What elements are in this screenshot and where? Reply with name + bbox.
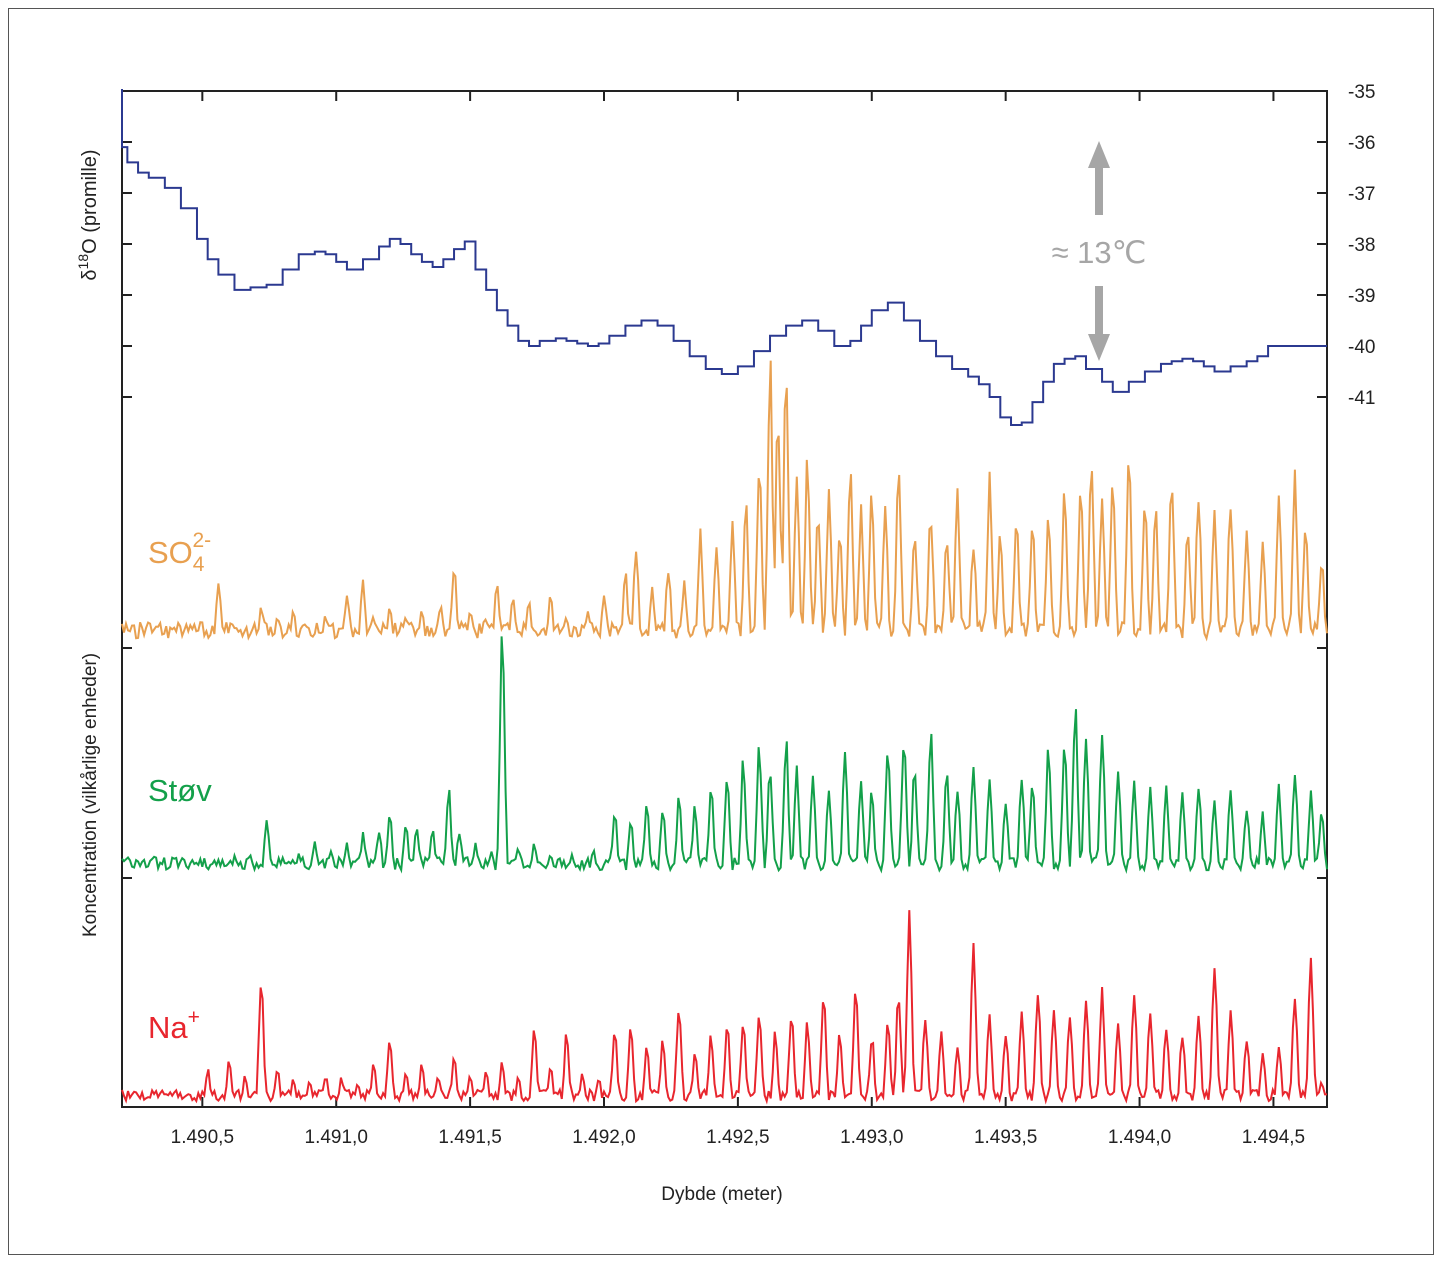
x-tick-label: 1.490,5 [171, 1127, 234, 1148]
delta-tick-label: -36 [1348, 133, 1375, 154]
na-label-sup: + [188, 1006, 200, 1029]
concentration-axis-label: Koncentration (vilkårlige enheder) [80, 653, 101, 937]
delta-axis-label-prefix: δ [79, 269, 101, 280]
arrow-up-icon [1088, 141, 1110, 215]
so4-series-label: SO42- [148, 529, 211, 576]
figure-frame [8, 8, 1434, 1255]
delta-axis-label-sup: 18 [75, 254, 91, 270]
x-tick-label: 1.492,5 [706, 1127, 769, 1148]
delta-tick-label: -38 [1348, 235, 1375, 256]
so4-label-sup: 2- [192, 529, 211, 552]
delta-tick-label: -39 [1348, 286, 1375, 307]
delta18o-line [121, 89, 1327, 427]
dust-line [121, 636, 1328, 875]
dust-series-label: Støv [148, 773, 212, 808]
x-tick-label: 1.493,0 [840, 1127, 903, 1148]
plot-box [121, 90, 1328, 1108]
delta-axis-label: δ18O (promille) [75, 149, 101, 280]
delta-tick-label: -40 [1348, 337, 1375, 358]
temperature-arrows [1088, 141, 1110, 361]
delta-tick-label: -37 [1348, 184, 1375, 205]
delta-axis-label-suffix: O (promille) [79, 149, 101, 253]
x-tick-label: 1.492,0 [572, 1127, 635, 1148]
na-label-main: Na [148, 1010, 188, 1045]
arrow-down-icon [1088, 286, 1110, 361]
na-line [121, 910, 1327, 1105]
x-axis-ticks: 1.490,5 1.491,0 1.491,5 1.492,0 1.492,5 1.493… [171, 91, 1305, 1148]
x-tick-label: 1.494,5 [1242, 1127, 1305, 1148]
plot-border [121, 90, 1328, 1108]
x-tick-label: 1.494,0 [1108, 1127, 1171, 1148]
series-lines [121, 89, 1328, 1105]
temperature-annotation: ≈ 13℃ [1052, 235, 1147, 270]
x-axis-label: Dybde (meter) [661, 1184, 782, 1205]
x-tick-label: 1.491,0 [305, 1127, 368, 1148]
na-series-label: Na+ [148, 1006, 200, 1045]
so4-label-sub: 4 [193, 553, 205, 576]
x-tick-label: 1.493,5 [974, 1127, 1037, 1148]
so4-label-main: SO [148, 535, 193, 570]
delta-tick-label: -35 [1348, 82, 1375, 103]
delta-tick-label: -41 [1348, 388, 1375, 409]
so4-line [121, 360, 1328, 642]
delta-axis-ticks: -35 -36 -37 -38 -39 -40 -41 [122, 82, 1375, 409]
x-tick-label: 1.491,5 [438, 1127, 501, 1148]
